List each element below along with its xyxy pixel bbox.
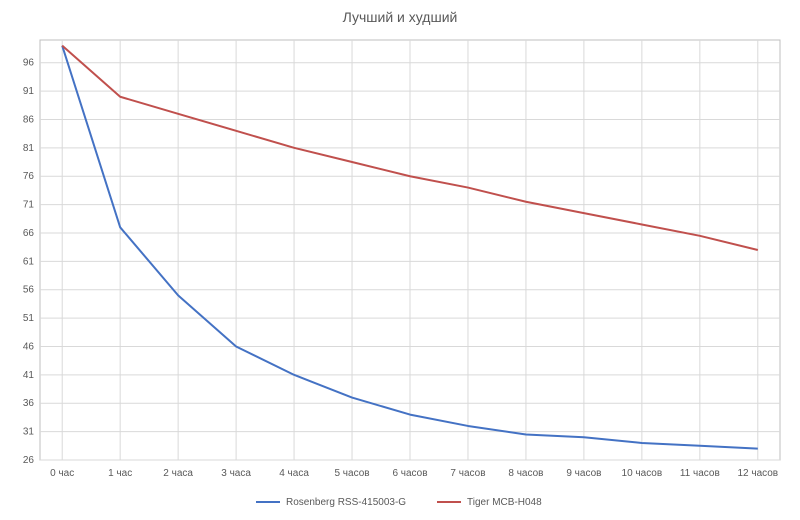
- x-tick-label: 8 часов: [508, 468, 543, 479]
- x-tick-label: 11 часов: [680, 468, 720, 479]
- legend-label-0: Rosenberg RSS-415003-G: [286, 497, 406, 508]
- y-tick-label: 91: [23, 86, 35, 97]
- y-tick-label: 56: [23, 285, 35, 296]
- y-tick-label: 46: [23, 341, 35, 352]
- y-tick-label: 36: [23, 398, 35, 409]
- chart-title: Лучший и худший: [343, 9, 458, 25]
- y-tick-label: 71: [23, 200, 35, 211]
- line-chart: 26 31 36 41 46 51 56 61 66 71 76 81 86 91 96 0 час 1 час…: [0, 0, 800, 520]
- y-tick-label: 41: [23, 370, 35, 381]
- x-tick-label: 10 часов: [622, 468, 663, 479]
- x-tick-label: 2 часа: [163, 468, 193, 479]
- x-tick-label: 4 часа: [279, 468, 309, 479]
- x-tick-label: 12 часов: [737, 468, 778, 479]
- y-tick-label: 61: [23, 256, 35, 267]
- y-tick-label: 76: [23, 171, 35, 182]
- y-tick-label: 31: [23, 427, 35, 438]
- y-tick-label: 66: [23, 228, 35, 239]
- x-tick-label: 6 часов: [392, 468, 427, 479]
- y-tick-label: 86: [23, 114, 35, 125]
- chart-container: 26 31 36 41 46 51 56 61 66 71 76 81 86 91 96 0 час 1 час…: [0, 0, 800, 520]
- x-tick-label: 1 час: [108, 468, 132, 479]
- x-tick-label: 9 часов: [566, 468, 601, 479]
- x-tick-label: 5 часов: [334, 468, 369, 479]
- legend-label-1: Tiger MCB-H048: [467, 497, 542, 508]
- y-tick-label: 26: [23, 455, 35, 466]
- y-tick-label: 81: [23, 143, 35, 154]
- y-tick-label: 96: [23, 58, 35, 69]
- y-tick-label: 51: [23, 313, 35, 324]
- x-tick-label: 3 часа: [221, 468, 251, 479]
- x-tick-label: 7 часов: [450, 468, 485, 479]
- x-tick-label: 0 час: [50, 468, 74, 479]
